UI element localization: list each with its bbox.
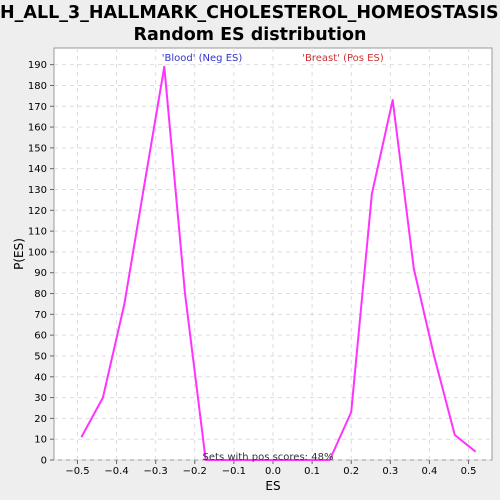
y-tick-label: 120 [28,206,47,217]
x-tick-label: 0.4 [421,466,437,477]
x-tick-label: −0.3 [144,466,168,477]
y-tick-label: 130 [28,185,47,196]
x-tick-label: −0.2 [183,466,207,477]
grid-lines [54,48,492,461]
legend-pos-es: 'Breast' (Pos ES) [302,53,384,64]
y-tick-label: 60 [34,331,47,342]
y-tick-label: 80 [34,289,47,300]
y-tick-label: 10 [34,435,47,446]
x-tick-label: −0.4 [104,466,128,477]
y-tick-label: 100 [28,247,47,258]
x-tick-label: 0.0 [265,466,281,477]
x-tick-label: 0.3 [382,466,398,477]
y-tick-label: 150 [28,143,47,154]
y-tick-label: 0 [41,456,47,467]
x-tick-label: −0.1 [222,466,246,477]
y-tick-label: 190 [28,60,47,71]
y-tick-label: 50 [34,351,47,362]
pos-scores-annotation: Sets with pos scores: 48% [203,452,334,463]
chart-title-line-1: H_ALL_3_HALLMARK_CHOLESTEROL_HOMEOSTASIS… [0,3,500,23]
plot-area [53,47,493,461]
y-tick-label: 30 [34,393,47,404]
y-tick-label: 40 [34,372,47,383]
y-tick-label: 170 [28,102,47,113]
y-tick-label: 160 [28,123,47,134]
x-tick-label: 0.1 [304,466,320,477]
y-tick-label: 70 [34,310,47,321]
x-axis-label: ES [265,479,280,493]
y-tick-label: 110 [28,227,47,238]
x-tick-label: 0.2 [343,466,359,477]
series-line [80,65,477,461]
legend-neg-es: 'Blood' (Neg ES) [162,53,243,64]
axes: 0 10 20 30 40 50 60 70 80 90 100 110 120 130 140 150 160… [28,60,477,477]
y-tick-label: 140 [28,164,47,175]
y-tick-label: 180 [28,81,47,92]
chart-title-line-2: Random ES distribution [133,25,367,45]
chart-title: H_ALL_3_HALLMARK_CHOLESTEROL_HOMEOSTASIS… [0,2,500,46]
y-tick-label: 90 [34,268,47,279]
y-tick-label: 20 [34,414,47,425]
y-axis-label: P(ES) [12,238,26,270]
x-tick-label: −0.5 [65,466,89,477]
x-tick-label: 0.5 [461,466,477,477]
